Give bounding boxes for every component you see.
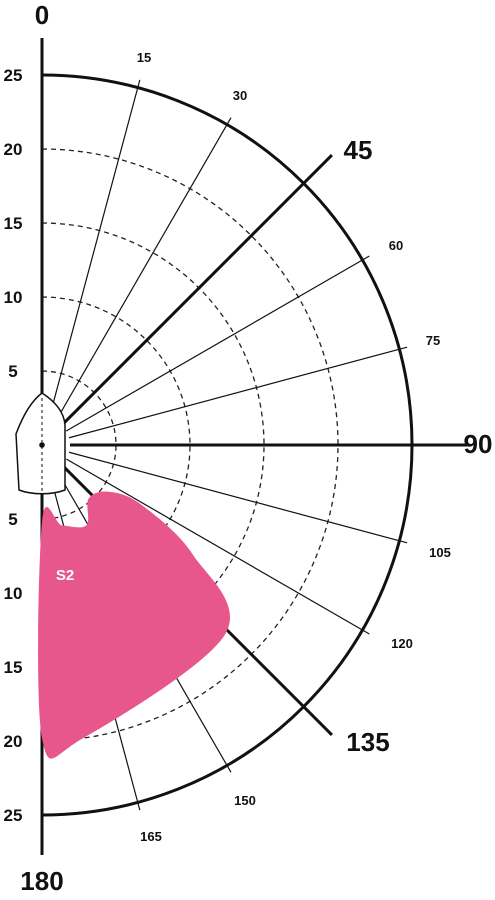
- spoke-75: [68, 346, 408, 439]
- radial-labels-lower: 5 10 15 20 25: [4, 510, 23, 825]
- boat-center-dot: [39, 442, 45, 448]
- angle-label-60: 60: [389, 238, 403, 253]
- radial-label-lower-20: 20: [4, 732, 23, 751]
- spoke-15: [48, 79, 141, 419]
- angle-label-45: 45: [344, 135, 373, 165]
- angle-label-180: 180: [20, 866, 63, 896]
- spoke-45: [60, 154, 333, 427]
- outer-arc-25: [41, 73, 414, 817]
- angle-label-150: 150: [234, 793, 256, 808]
- sail-zone-s2: [38, 491, 231, 759]
- radial-label-upper-25: 25: [4, 66, 23, 85]
- spoke-30: [55, 117, 232, 422]
- tws-ring-5: [41, 370, 117, 520]
- radial-label-lower-25: 25: [4, 806, 23, 825]
- angle-label-90: 90: [464, 429, 493, 459]
- angle-label-75: 75: [426, 333, 440, 348]
- spoke-120: [65, 458, 370, 635]
- angle-label-105: 105: [429, 545, 451, 560]
- radial-label-upper-5: 5: [8, 362, 17, 381]
- angle-label-120: 120: [391, 636, 413, 651]
- angle-label-15: 15: [137, 50, 151, 65]
- tws-ring-20: [41, 148, 339, 742]
- radial-label-lower-5: 5: [8, 510, 17, 529]
- angle-label-30: 30: [233, 88, 247, 103]
- spoke-105: [68, 451, 408, 544]
- radial-label-lower-10: 10: [4, 584, 23, 603]
- angle-label-165: 165: [140, 829, 162, 844]
- radial-label-lower-15: 15: [4, 658, 23, 677]
- boat-icon: [15, 392, 66, 495]
- sail-zone-label: S2: [56, 567, 74, 584]
- angle-label-0: 0: [35, 0, 49, 30]
- radial-labels-upper: 5 10 15 20 25: [4, 66, 23, 381]
- spoke-60: [65, 255, 370, 432]
- radial-label-upper-20: 20: [4, 140, 23, 159]
- radial-label-upper-15: 15: [4, 214, 23, 233]
- radial-label-upper-10: 10: [4, 288, 23, 307]
- angle-label-135: 135: [346, 727, 389, 757]
